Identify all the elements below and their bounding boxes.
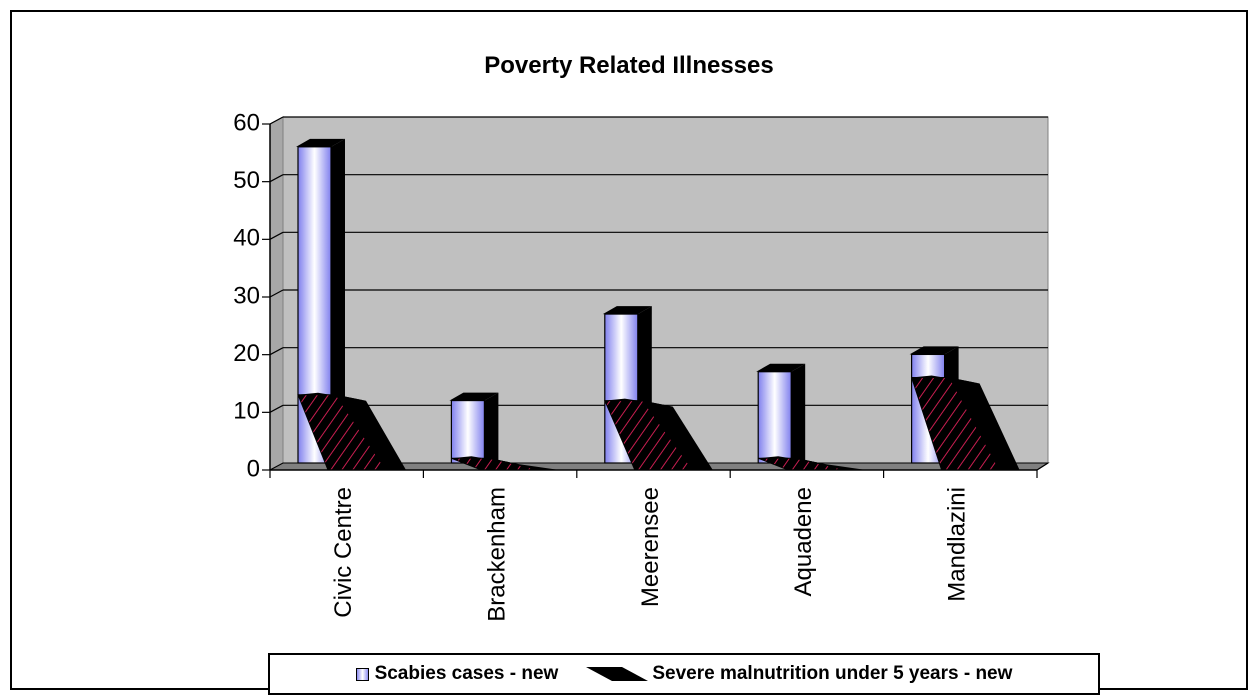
bar-malnutrition-top (451, 456, 520, 465)
bar-scabies-side (331, 138, 345, 464)
bar-malnutrition-side (336, 394, 406, 470)
y-tick-label: 20 (233, 340, 260, 367)
gridline-depth (269, 116, 284, 125)
legend-item-scabies: Scabies cases - new (355, 663, 559, 685)
gridline-depth (269, 289, 284, 298)
bar-malnutrition-top (604, 398, 673, 407)
bar-malnutrition-top (758, 456, 827, 465)
x-tick-label: Civic Centre (330, 487, 357, 618)
gridline-depth (269, 347, 284, 356)
x-tick-label: Meerensee (637, 487, 664, 607)
bar-scabies-top (909, 346, 959, 355)
bar-scabies-top (756, 363, 806, 372)
axes: Civic Centre Brackenham Meerensee Aquadene M… (233, 109, 1049, 622)
bar-scabies (450, 399, 485, 464)
bars-layer (296, 138, 1020, 471)
y-tick-label: 30 (233, 282, 260, 309)
bar-malnutrition-top (298, 392, 366, 401)
floor-edge (1036, 462, 1049, 471)
legend-swatch-scabies (355, 667, 369, 681)
legend-swatch-malnutrition (586, 667, 649, 681)
legend-label-scabies: Scabies cases - new (374, 663, 559, 684)
y-tick-label: 10 (233, 398, 260, 425)
bar-scabies-side (791, 363, 806, 463)
y-tick-label: 0 (247, 455, 260, 482)
legend: Scabies cases - new Severe malnutrition … (268, 653, 1100, 695)
legend-label-malnutrition: Severe malnutrition under 5 years - new (652, 663, 1013, 684)
bar-malnutrition-top (911, 375, 980, 384)
bar-malnutrition-side (949, 377, 1020, 470)
chart-title: Poverty Related Illnesses (484, 52, 774, 79)
x-tick-label: Aquadene (790, 487, 817, 596)
bar-scabies (757, 371, 792, 464)
y-tick-label: 40 (233, 225, 260, 252)
bar-malnutrition-side (642, 400, 713, 470)
bar-scabies-top (449, 392, 499, 401)
x-tick-label: Mandlazini (944, 487, 971, 602)
bar-scabies-top (602, 306, 652, 315)
bar-scabies-top (296, 138, 345, 147)
gridline-depth (269, 404, 284, 413)
bar-scabies-side (484, 392, 499, 463)
gridline-depth (269, 174, 284, 183)
y-tick-label: 60 (233, 109, 260, 136)
legend-item-malnutrition: Severe malnutrition under 5 years - new (586, 663, 1012, 685)
y-tick-label: 50 (233, 167, 260, 194)
gridline-depth (269, 231, 284, 240)
x-tick-label: Brackenham (483, 487, 510, 622)
